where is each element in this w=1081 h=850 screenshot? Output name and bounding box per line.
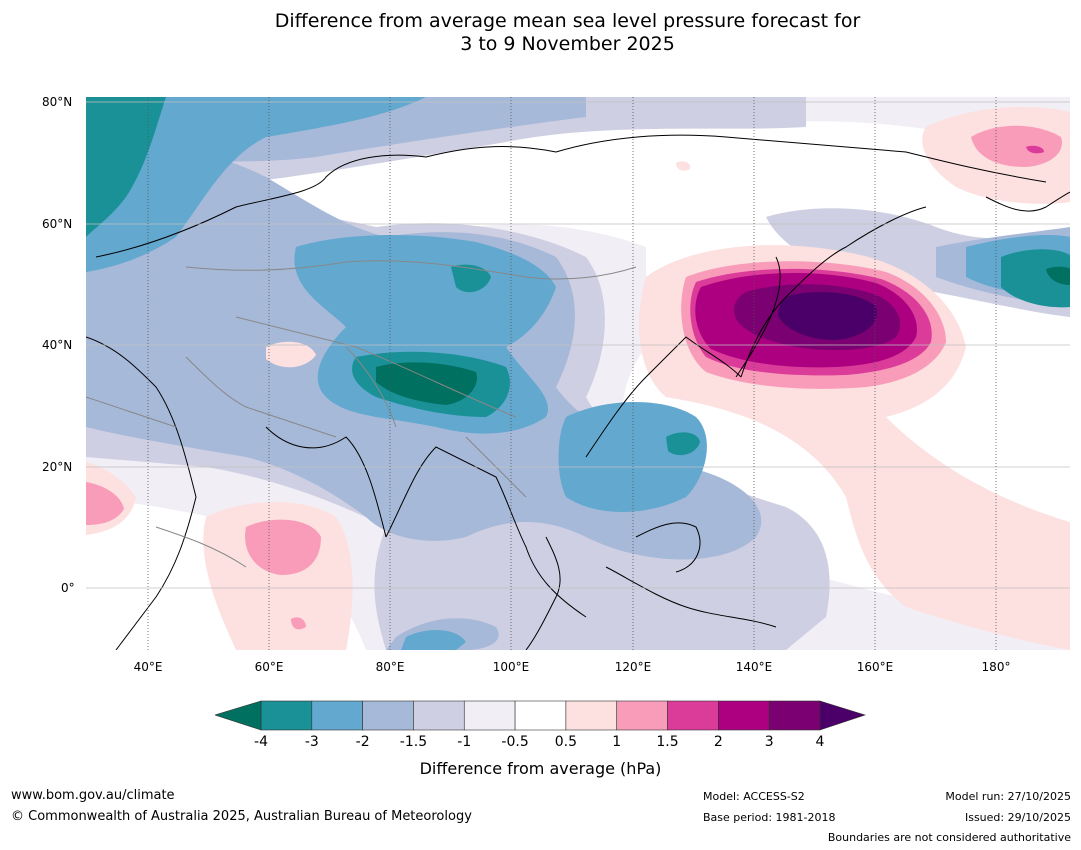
colorbar-cell: [362, 700, 414, 731]
lon-label-120e: 120°E: [614, 660, 652, 674]
model-name: Model: ACCESS-S2: [703, 790, 805, 803]
colorbar-cell: [260, 700, 313, 731]
lon-label-40e: 40°E: [133, 660, 163, 674]
lon-label-100e: 100°E: [492, 660, 530, 674]
colorbar: [215, 700, 866, 731]
lon-label-60e: 60°E: [254, 660, 284, 674]
coastlines: [86, 134, 1070, 650]
copyright-text: © Commonwealth of Australia 2025, Austra…: [11, 809, 472, 824]
colorbar-label: Difference from average (hPa): [419, 759, 662, 778]
colorbar-tick-label: 2: [713, 734, 723, 750]
lat-label-80n: 80°N: [42, 95, 73, 109]
lat-label-0: 0°: [61, 581, 75, 595]
lon-label-140e: 140°E: [735, 660, 773, 674]
lon-label-80e: 80°E: [375, 660, 405, 674]
boundaries-disclaimer: Boundaries are not considered authoritat…: [827, 831, 1071, 844]
colorbar-cell: [768, 700, 821, 731]
map-title: Difference from average mean sea level p…: [0, 10, 1081, 56]
colorbar-cell: [463, 700, 516, 731]
lat-label-20n: 20°N: [42, 460, 73, 474]
pressure-anomaly-map: [86, 97, 1070, 650]
title-line-1: Difference from average mean sea level p…: [274, 10, 861, 32]
country-borders: [86, 260, 637, 568]
colorbar-under-arrow: [215, 700, 262, 731]
anomaly-field-plus-4: [778, 292, 877, 340]
colorbar-tick-label: -2: [355, 734, 370, 750]
colorbar-cell: [565, 700, 618, 731]
lat-label-60n: 60°N: [42, 217, 73, 231]
lat-label-40n: 40°N: [42, 338, 73, 352]
colorbar-tick-label: 0.5: [554, 734, 578, 750]
issued-date: Issued: 29/10/2025: [964, 811, 1071, 824]
colorbar-cell: [616, 700, 668, 731]
latitude-gridlines: [86, 101, 1070, 589]
colorbar-tick-label: -1.5: [399, 734, 428, 750]
colorbar-tick-label: -3: [304, 734, 319, 750]
colorbar-tick-label: -4: [254, 734, 268, 750]
colorbar-cell: [718, 700, 770, 731]
base-period: Base period: 1981-2018: [703, 811, 836, 824]
lon-label-160e: 160°E: [856, 660, 894, 674]
anomaly-field-minus-4: [376, 266, 1070, 405]
colorbar-over-arrow: [819, 700, 866, 731]
colorbar-cell: [311, 700, 363, 731]
model-run-date: Model run: 27/10/2025: [945, 790, 1071, 803]
colorbar-tick-label: 4: [815, 734, 825, 750]
colorbar-tick-label: -0.5: [501, 734, 529, 750]
website-link[interactable]: www.bom.gov.au/climate: [11, 788, 175, 803]
lon-label-180: 180°: [981, 660, 1011, 674]
colorbar-tick-label: 3: [764, 734, 774, 750]
colorbar-cell: [413, 700, 465, 731]
colorbar-cell: [514, 700, 567, 731]
colorbar-cell: [667, 700, 719, 731]
title-line-2: 3 to 9 November 2025: [460, 33, 675, 55]
colorbar-tick-label: 1: [612, 734, 622, 750]
colorbar-tick-label: 1.5: [656, 734, 679, 750]
longitude-gridlines: [147, 97, 997, 650]
colorbar-tick-label: -1: [457, 734, 472, 750]
